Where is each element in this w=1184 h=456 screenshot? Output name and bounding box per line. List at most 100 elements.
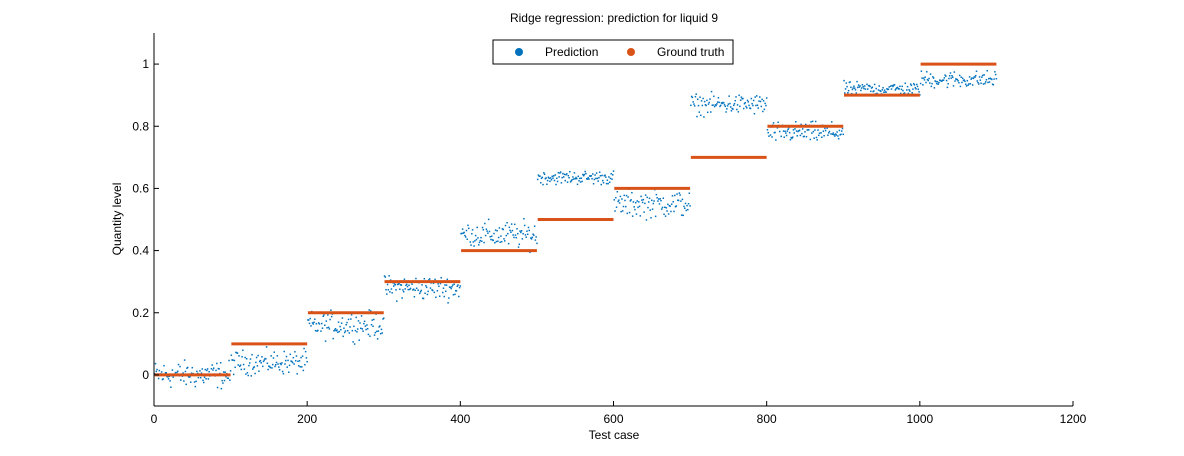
prediction-point [631, 191, 633, 194]
prediction-point [520, 231, 522, 234]
prediction-point [736, 108, 738, 111]
prediction-point [971, 77, 973, 79]
prediction-point [648, 197, 651, 200]
prediction-point [925, 71, 928, 73]
prediction-point [896, 87, 898, 89]
prediction-point [755, 95, 758, 97]
prediction-point [892, 85, 894, 88]
y-tick-label: 0.8 [132, 119, 149, 133]
prediction-point [924, 76, 926, 78]
prediction-point [873, 83, 876, 86]
prediction-point [952, 85, 955, 87]
prediction-point [491, 239, 494, 241]
prediction-point [222, 371, 225, 373]
prediction-point [995, 77, 998, 80]
prediction-point [851, 88, 854, 91]
prediction-point [585, 178, 588, 180]
y-tick-label: 0.4 [132, 244, 149, 258]
prediction-point [762, 110, 764, 113]
prediction-point [688, 192, 691, 194]
prediction-point [811, 120, 814, 123]
prediction-point [297, 365, 300, 367]
prediction-point [348, 332, 351, 334]
prediction-point [445, 290, 447, 293]
prediction-point [244, 356, 246, 359]
prediction-point [489, 235, 491, 238]
prediction-point [407, 288, 410, 291]
prediction-point [261, 356, 263, 358]
prediction-point [638, 205, 641, 208]
prediction-point [641, 201, 644, 204]
prediction-point [675, 205, 678, 207]
prediction-point [954, 80, 956, 82]
prediction-point [473, 245, 475, 247]
prediction-point [388, 275, 390, 277]
prediction-point [205, 377, 207, 380]
prediction-point [579, 177, 581, 180]
prediction-point [623, 194, 625, 197]
prediction-point [562, 176, 565, 178]
prediction-point [534, 239, 537, 241]
prediction-point [376, 330, 378, 333]
prediction-point [472, 241, 475, 243]
prediction-point [347, 318, 350, 321]
prediction-point [659, 198, 661, 200]
prediction-point [775, 139, 777, 141]
prediction-point [262, 365, 264, 368]
prediction-point [893, 84, 895, 86]
prediction-point [516, 228, 518, 230]
prediction-point [846, 85, 848, 88]
prediction-point [288, 371, 290, 373]
prediction-point [434, 278, 436, 281]
prediction-point [350, 318, 352, 320]
prediction-point [597, 180, 599, 182]
prediction-point [732, 108, 734, 110]
prediction-point [789, 138, 792, 141]
prediction-point [454, 293, 456, 296]
prediction-point [729, 102, 731, 105]
prediction-point [832, 132, 835, 134]
prediction-point [291, 361, 294, 364]
prediction-point [780, 135, 782, 138]
prediction-point [302, 369, 305, 372]
prediction-point [929, 73, 932, 75]
prediction-point [933, 87, 936, 89]
prediction-point [958, 74, 961, 77]
prediction-point [398, 282, 400, 285]
prediction-point [276, 355, 279, 357]
prediction-point [906, 89, 908, 91]
prediction-point [397, 283, 400, 285]
prediction-point [703, 116, 705, 118]
prediction-point [634, 201, 637, 204]
prediction-point [698, 111, 701, 113]
prediction-point [475, 238, 478, 241]
prediction-point [184, 370, 187, 373]
prediction-point [162, 378, 164, 380]
prediction-point [784, 130, 786, 133]
prediction-point [389, 291, 391, 293]
prediction-point [303, 347, 305, 350]
prediction-point [339, 325, 341, 328]
prediction-point [981, 76, 983, 78]
prediction-point [932, 77, 935, 79]
prediction-point [840, 130, 843, 132]
prediction-point [912, 88, 914, 90]
prediction-point [673, 210, 675, 213]
prediction-point [777, 121, 779, 124]
prediction-point [171, 369, 174, 371]
prediction-point [523, 224, 526, 227]
prediction-point [994, 73, 997, 76]
prediction-point [576, 183, 579, 186]
prediction-point [801, 132, 803, 135]
prediction-point [585, 172, 587, 175]
prediction-point [544, 177, 547, 180]
prediction-point [464, 234, 466, 237]
prediction-point [824, 129, 827, 132]
prediction-point [533, 225, 536, 227]
prediction-point [701, 104, 704, 107]
prediction-point [242, 349, 244, 352]
prediction-point [522, 232, 524, 235]
prediction-point [353, 325, 355, 328]
prediction-point [327, 314, 329, 316]
prediction-point [400, 284, 403, 286]
